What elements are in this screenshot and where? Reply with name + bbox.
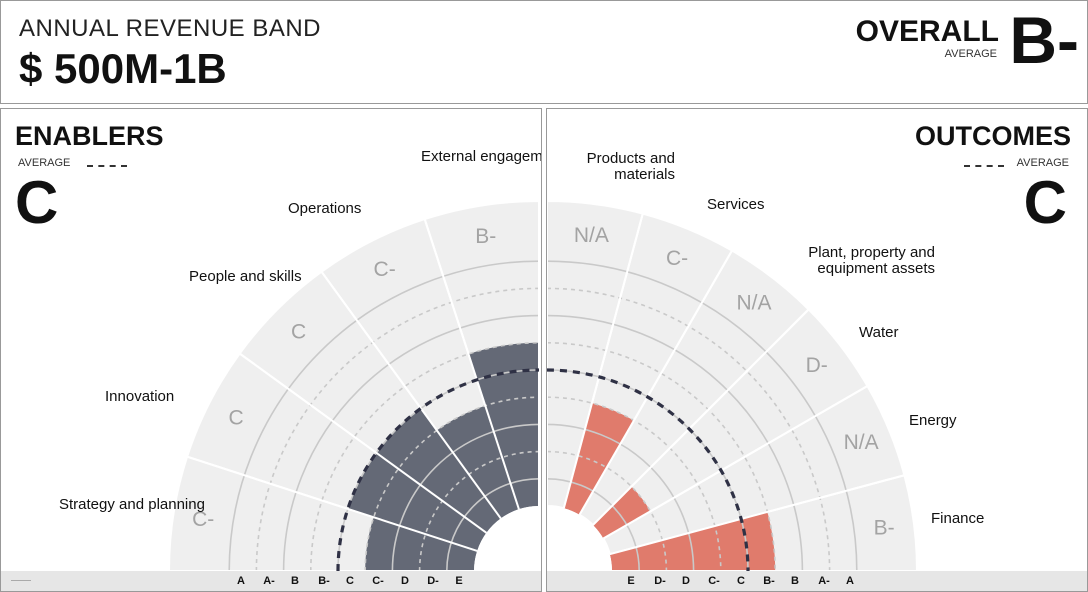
category-grade-label: N/A (574, 224, 609, 247)
enablers-average-line-legend (87, 165, 127, 167)
category-grade-label: C (291, 321, 306, 344)
category-label-finance: Finance (931, 510, 985, 527)
axis-tick: A (237, 575, 245, 587)
grid-ring (282, 314, 540, 572)
outcomes-average-line-legend (964, 165, 1004, 167)
header-bar: ANNUAL REVENUE BAND $ 500M-1B OVERALL AV… (0, 0, 1088, 104)
category-label-people-and-skills: People and skills (189, 268, 302, 285)
axis-tick: C (737, 575, 745, 587)
grid-ring (418, 450, 540, 572)
wedge-separator (602, 385, 868, 540)
wedge-separator (592, 308, 810, 526)
grid-ring (228, 260, 540, 572)
axis-tick: B- (318, 575, 330, 587)
category-grade-label: C (228, 407, 243, 430)
category-grade-label: D- (806, 354, 828, 377)
category-label-plant-property-and-equipment-assets: Plant, property and equipment assets (808, 244, 935, 277)
grid-ring (310, 342, 540, 572)
category-label-energy: Energy (909, 412, 957, 429)
axis-tick: E (627, 575, 635, 587)
category-score-bar (436, 405, 519, 519)
chart-hub (474, 506, 539, 571)
category-grade-label: C- (374, 258, 396, 281)
axis-tick: A- (818, 575, 830, 587)
category-grade-label: C- (666, 247, 688, 270)
grid-ring (364, 396, 540, 572)
category-label-external-engagement: External engagement (421, 148, 542, 165)
enablers-chart: B- C- C C C- (167, 199, 540, 572)
grid-ring (547, 450, 668, 572)
wedge-separator (186, 455, 478, 552)
category-score-bar (376, 408, 501, 533)
axis-tick: B (291, 575, 299, 587)
outcomes-title: OUTCOMES (914, 121, 1071, 151)
category-score-bar (592, 486, 651, 539)
axis-tick: A (846, 575, 854, 587)
overall-grade: B- (1009, 3, 1079, 77)
category-grade-label: N/A (844, 431, 879, 454)
axis-legend-line (11, 580, 31, 581)
category-grade-label: B- (874, 517, 895, 540)
wedge-separator (609, 474, 905, 556)
axis-tick: A- (263, 575, 275, 587)
axis-tick: C- (708, 575, 720, 587)
category-grade-label: N/A (736, 291, 771, 314)
outcomes-grade-axis: E D- D C- C B- B A- A (547, 571, 1087, 591)
grid-ring (255, 287, 540, 572)
wedge-separator (578, 250, 733, 516)
wedge-separator (423, 218, 520, 510)
axis-tick: D- (427, 575, 439, 587)
overall-title: OVERALL (855, 15, 999, 48)
outcomes-average-label: AVERAGE (1016, 157, 1069, 169)
axis-tick: E (455, 575, 463, 587)
average-line (547, 368, 750, 572)
category-label-innovation: Innovation (105, 388, 175, 405)
enablers-title: ENABLERS (15, 121, 164, 151)
axis-tick: C- (372, 575, 384, 587)
category-score-bar (609, 511, 776, 571)
wedge-separator (239, 352, 488, 534)
grid-ring (547, 287, 831, 572)
enablers-average-grade: C (15, 169, 59, 236)
category-label-strategy-and-planning: Strategy and planning (59, 496, 205, 513)
average-line (336, 368, 540, 572)
enablers-average-label: AVERAGE (18, 157, 71, 169)
category-score-bar (563, 403, 634, 515)
category-label-operations: Operations (288, 200, 362, 217)
enablers-grade-axis: A A- B B- C C- D D- E (1, 571, 541, 591)
enablers-panel: B- C- C C C- ENABLERS AVERAGE C Strategy and… (0, 108, 542, 592)
grid-ring (391, 423, 540, 572)
chart-hub (547, 506, 612, 571)
axis-tick: D- (654, 575, 666, 587)
category-grade-label: B- (475, 225, 496, 248)
outcomes-panel: B- N/A D- N/A C- N/A OUTCOMES AVERAGE C Produ… (546, 108, 1088, 592)
outcomes-chart: B- N/A D- N/A C- N/A (547, 199, 919, 572)
revenue-band-label: ANNUAL REVENUE BAND (19, 15, 322, 42)
wedge-separator (562, 213, 644, 509)
axis-tick: D (401, 575, 409, 587)
axis-tick: C (346, 575, 354, 587)
category-grade-label: C- (192, 508, 214, 531)
grid-ring (446, 478, 540, 572)
category-score-bar (468, 342, 539, 510)
revenue-band-value: $ 500M-1B (19, 45, 227, 92)
category-score-bar (347, 452, 487, 551)
axis-tick: B- (763, 575, 775, 587)
outcomes-average-grade: C (1023, 169, 1067, 236)
axis-tick: B (791, 575, 799, 587)
wedge-separator (320, 271, 502, 520)
category-label-services: Services (707, 196, 765, 213)
overall-average-label: AVERAGE (944, 48, 997, 60)
axis-tick: D (682, 575, 690, 587)
category-label-products-and-materials: Products and materials (586, 150, 675, 183)
category-label-water: Water (859, 324, 899, 341)
